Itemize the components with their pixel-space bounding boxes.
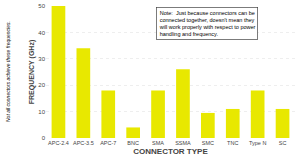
svg-text:SMA: SMA bbox=[152, 140, 164, 146]
svg-text:SSMA: SSMA bbox=[175, 140, 191, 146]
svg-text:0: 0 bbox=[42, 135, 46, 141]
svg-text:APC-2.4: APC-2.4 bbox=[48, 140, 69, 146]
svg-text:SC: SC bbox=[279, 140, 287, 146]
svg-text:SMC: SMC bbox=[202, 140, 214, 146]
svg-text:TNC: TNC bbox=[227, 140, 238, 146]
svg-text:10: 10 bbox=[38, 109, 45, 115]
svg-text:BNC: BNC bbox=[127, 140, 139, 146]
svg-text:FREQUENCY (GHz): FREQUENCY (GHz) bbox=[28, 40, 36, 104]
svg-text:Type N: Type N bbox=[249, 140, 266, 146]
svg-text:APC-7: APC-7 bbox=[100, 140, 116, 146]
svg-text:Not all connectors achieve the: Not all connectors achieve these frequen… bbox=[5, 21, 11, 122]
svg-text:Note: Just because connectors: Note: Just because connectors can beconn… bbox=[159, 10, 256, 37]
svg-text:50: 50 bbox=[38, 3, 45, 9]
svg-text:30: 30 bbox=[38, 56, 45, 62]
svg-text:CONNECTOR TYPE: CONNECTOR TYPE bbox=[133, 147, 208, 156]
svg-text:40: 40 bbox=[38, 30, 45, 36]
svg-text:APC-3.5: APC-3.5 bbox=[73, 140, 94, 146]
svg-text:20: 20 bbox=[38, 82, 45, 88]
